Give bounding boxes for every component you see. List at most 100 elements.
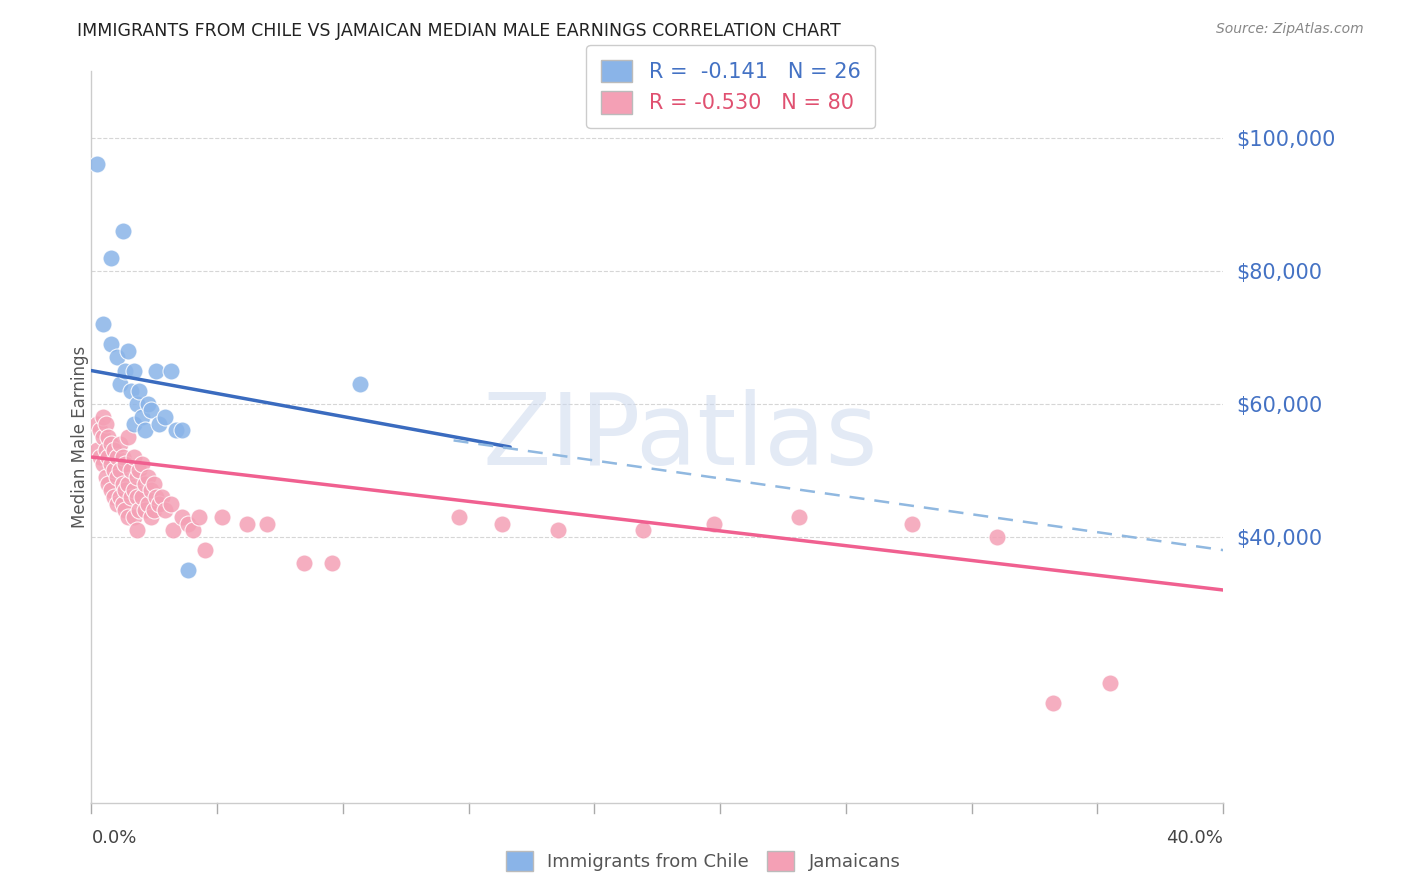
Text: 40.0%: 40.0% bbox=[1167, 829, 1223, 847]
Point bbox=[176, 563, 198, 577]
Point bbox=[1042, 696, 1064, 710]
Point bbox=[134, 476, 156, 491]
Point bbox=[103, 463, 125, 477]
Point bbox=[787, 509, 810, 524]
Point bbox=[547, 523, 569, 537]
Point bbox=[94, 470, 117, 484]
Point bbox=[165, 424, 187, 438]
Point bbox=[148, 497, 170, 511]
Point bbox=[131, 457, 153, 471]
Legend: Immigrants from Chile, Jamaicans: Immigrants from Chile, Jamaicans bbox=[498, 844, 908, 879]
Point bbox=[86, 157, 108, 171]
Point bbox=[159, 363, 181, 377]
Point bbox=[111, 450, 134, 464]
Point bbox=[103, 490, 125, 504]
Text: ZIPatlas: ZIPatlas bbox=[482, 389, 877, 485]
Point bbox=[142, 503, 165, 517]
Point bbox=[100, 251, 122, 265]
Point bbox=[117, 343, 139, 358]
Point bbox=[150, 490, 173, 504]
Point bbox=[139, 483, 162, 498]
Point bbox=[321, 557, 343, 571]
Point bbox=[117, 509, 139, 524]
Point bbox=[114, 503, 136, 517]
Point bbox=[122, 450, 145, 464]
Point bbox=[136, 470, 159, 484]
Point bbox=[97, 450, 120, 464]
Point bbox=[111, 497, 134, 511]
Point bbox=[125, 490, 148, 504]
Point bbox=[176, 516, 198, 531]
Point bbox=[139, 509, 162, 524]
Point bbox=[114, 363, 136, 377]
Point bbox=[128, 463, 150, 477]
Point bbox=[114, 457, 136, 471]
Point bbox=[449, 509, 471, 524]
Point bbox=[181, 523, 204, 537]
Point bbox=[703, 516, 725, 531]
Point bbox=[128, 384, 150, 398]
Point bbox=[103, 443, 125, 458]
Point bbox=[105, 351, 128, 365]
Point bbox=[108, 463, 131, 477]
Point bbox=[108, 376, 131, 391]
Point bbox=[131, 410, 153, 425]
Point bbox=[89, 450, 111, 464]
Point bbox=[105, 450, 128, 464]
Point bbox=[211, 509, 233, 524]
Text: Source: ZipAtlas.com: Source: ZipAtlas.com bbox=[1216, 22, 1364, 37]
Point bbox=[111, 224, 134, 238]
Point bbox=[349, 376, 371, 391]
Point bbox=[122, 363, 145, 377]
Point bbox=[91, 457, 114, 471]
Point bbox=[491, 516, 513, 531]
Point bbox=[193, 543, 217, 558]
Point bbox=[122, 509, 145, 524]
Point bbox=[145, 490, 167, 504]
Point bbox=[136, 397, 159, 411]
Point bbox=[117, 430, 139, 444]
Point bbox=[86, 443, 108, 458]
Point bbox=[100, 436, 122, 450]
Point bbox=[100, 457, 122, 471]
Point bbox=[105, 470, 128, 484]
Point bbox=[901, 516, 924, 531]
Point bbox=[94, 417, 117, 431]
Point bbox=[125, 470, 148, 484]
Point bbox=[100, 483, 122, 498]
Point bbox=[153, 503, 176, 517]
Point bbox=[97, 430, 120, 444]
Point bbox=[94, 443, 117, 458]
Point bbox=[91, 410, 114, 425]
Point bbox=[111, 476, 134, 491]
Point bbox=[631, 523, 654, 537]
Point bbox=[91, 430, 114, 444]
Point bbox=[120, 490, 142, 504]
Point bbox=[236, 516, 259, 531]
Point bbox=[170, 424, 193, 438]
Point bbox=[142, 476, 165, 491]
Point bbox=[170, 509, 193, 524]
Point bbox=[139, 403, 162, 417]
Point bbox=[117, 476, 139, 491]
Point bbox=[134, 503, 156, 517]
Point bbox=[148, 417, 170, 431]
Point bbox=[1098, 676, 1121, 690]
Y-axis label: Median Male Earnings: Median Male Earnings bbox=[72, 346, 89, 528]
Point bbox=[162, 523, 184, 537]
Point bbox=[100, 337, 122, 351]
Point bbox=[120, 384, 142, 398]
Point bbox=[292, 557, 315, 571]
Point bbox=[108, 490, 131, 504]
Point bbox=[122, 417, 145, 431]
Point bbox=[125, 397, 148, 411]
Point bbox=[136, 497, 159, 511]
Point bbox=[125, 523, 148, 537]
Point bbox=[108, 436, 131, 450]
Point bbox=[114, 483, 136, 498]
Point bbox=[159, 497, 181, 511]
Point bbox=[145, 363, 167, 377]
Point bbox=[128, 503, 150, 517]
Text: IMMIGRANTS FROM CHILE VS JAMAICAN MEDIAN MALE EARNINGS CORRELATION CHART: IMMIGRANTS FROM CHILE VS JAMAICAN MEDIAN… bbox=[77, 22, 841, 40]
Point bbox=[153, 410, 176, 425]
